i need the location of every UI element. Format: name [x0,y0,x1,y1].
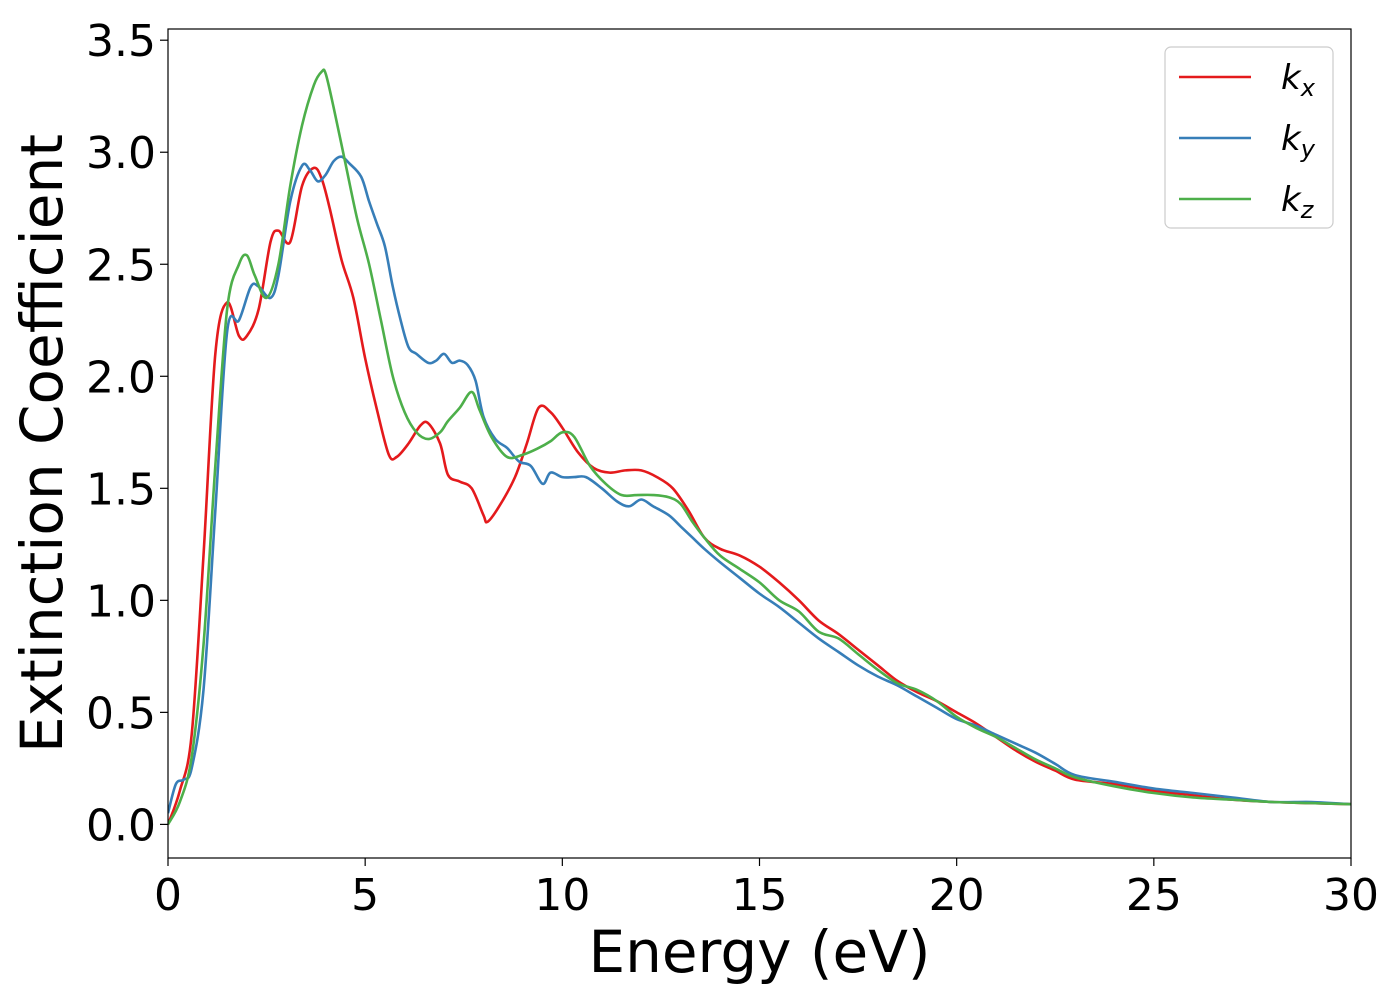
series-line-y [168,155,1351,814]
series-line-z [168,68,1351,826]
y-axis-title: Extinction Coefficient [8,134,76,753]
legend: kx ky kz [1164,46,1334,229]
legend-label-y: ky [1281,119,1316,163]
y-tick-label: 0.5 [86,688,156,739]
legend-label-z: kz [1281,180,1315,224]
x-axis-ticks: 0 5 10 15 20 25 30 [154,858,1379,921]
x-tick-label: 15 [732,870,788,921]
x-tick-label: 0 [154,870,182,921]
x-tick-label: 25 [1126,870,1182,921]
x-tick-label: 10 [534,870,590,921]
y-tick-label: 3.5 [86,16,156,67]
x-tick-label: 20 [929,870,985,921]
x-axis-title: Energy (eV) [588,918,930,986]
y-tick-label: 0.0 [86,800,156,851]
y-tick-label: 2.5 [86,240,156,291]
series-line-x [168,166,1351,825]
y-axis-ticks: 0.0 0.5 1.0 1.5 2.0 2.5 3.0 3.5 [86,16,168,851]
series-lines [168,68,1351,826]
y-tick-label: 2.0 [86,352,156,403]
legend-label-x: kx [1281,58,1316,102]
y-tick-label: 1.0 [86,576,156,627]
x-tick-label: 5 [351,870,379,921]
y-tick-label: 1.5 [86,464,156,515]
x-tick-label: 30 [1323,870,1379,921]
y-tick-label: 3.0 [86,128,156,179]
